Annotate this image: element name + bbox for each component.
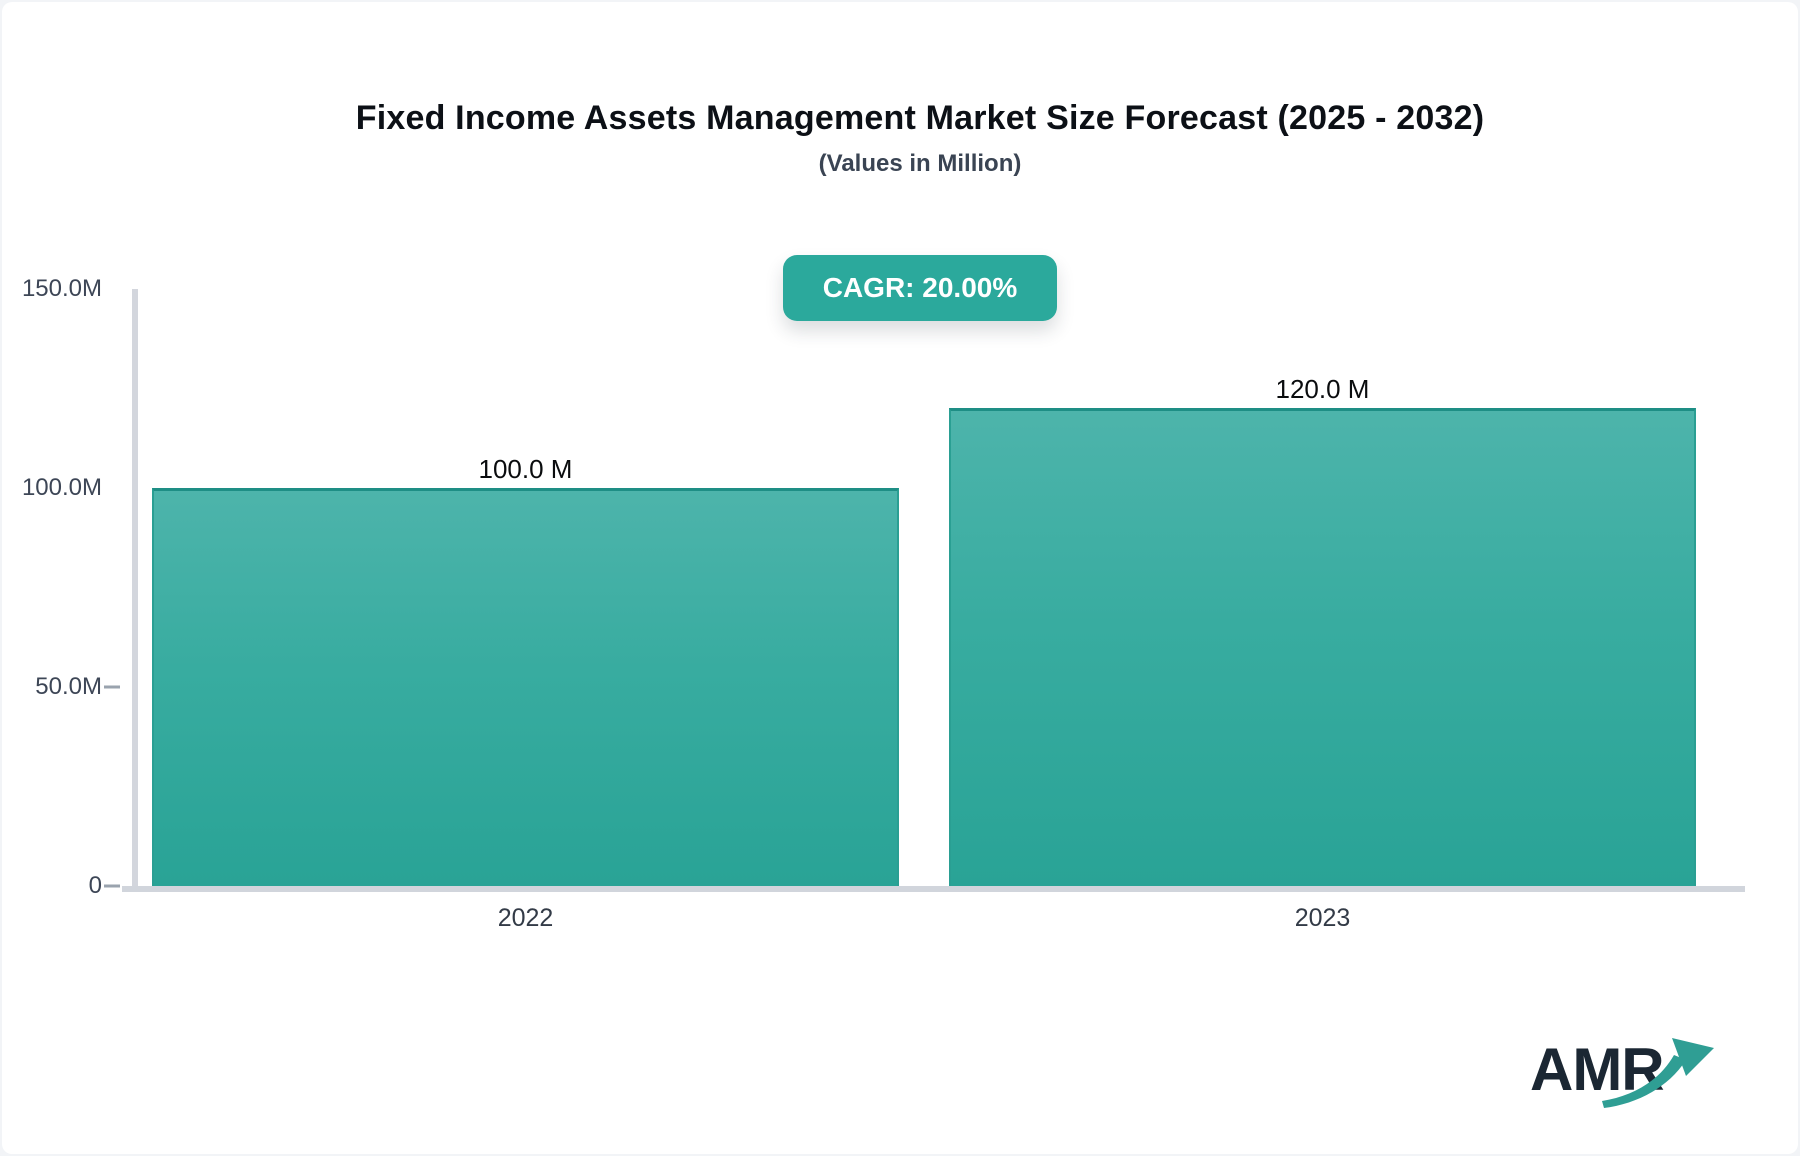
y-axis-tick-label: 100.0M (21, 474, 102, 501)
y-axis-line (132, 289, 138, 892)
x-axis-label-2022: 2022 (497, 904, 554, 932)
bar-value-label: 100.0 M (478, 454, 573, 484)
cagr-badge: CAGR: 20.00% (782, 255, 1058, 321)
bar-2022[interactable]: 100.0 M (152, 454, 899, 886)
chart-title: Fixed Income Assets Management Market Si… (355, 99, 1485, 137)
y-axis-tick-label: 150.0M (21, 275, 102, 302)
bar-value-label: 120.0 M (1275, 374, 1370, 405)
bar-2023[interactable]: 120.0 M (949, 374, 1696, 886)
amr-logo: AMR (1530, 1034, 1730, 1124)
y-axis-tick-label: 0 (88, 872, 102, 899)
growth-arrow-icon (1602, 1038, 1714, 1108)
chart-header: Fixed Income Assets Management Market Si… (42, 2, 1798, 321)
x-axis-label-2023: 2023 (1294, 904, 1351, 932)
y-axis-tick-mark (104, 685, 120, 689)
chart-subtitle: (Values in Million) (818, 150, 1022, 177)
y-axis-tick-label: 50.0M (35, 673, 102, 700)
x-axis-line (122, 886, 1745, 892)
y-axis-tick-mark (104, 884, 120, 888)
